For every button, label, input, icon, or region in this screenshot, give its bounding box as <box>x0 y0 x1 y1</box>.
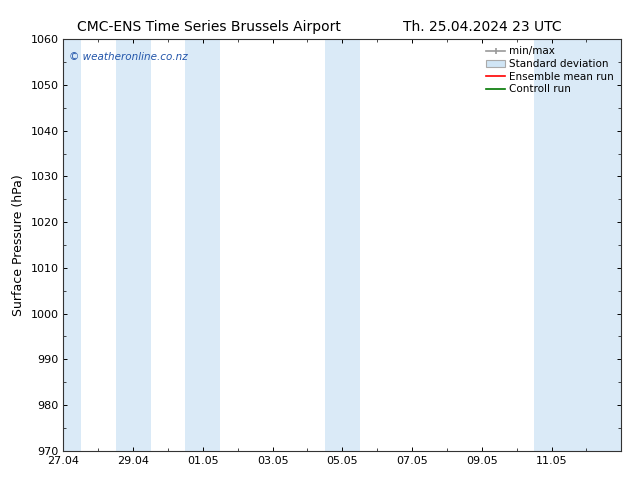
Text: Th. 25.04.2024 23 UTC: Th. 25.04.2024 23 UTC <box>403 20 561 34</box>
Y-axis label: Surface Pressure (hPa): Surface Pressure (hPa) <box>12 174 25 316</box>
Bar <box>46 39 81 451</box>
Bar <box>115 39 150 451</box>
Bar <box>534 39 634 451</box>
Text: CMC-ENS Time Series Brussels Airport: CMC-ENS Time Series Brussels Airport <box>77 20 341 34</box>
Text: © weatheronline.co.nz: © weatheronline.co.nz <box>69 51 188 62</box>
Bar <box>185 39 221 451</box>
Bar <box>325 39 359 451</box>
Legend: min/max, Standard deviation, Ensemble mean run, Controll run: min/max, Standard deviation, Ensemble me… <box>484 45 616 97</box>
